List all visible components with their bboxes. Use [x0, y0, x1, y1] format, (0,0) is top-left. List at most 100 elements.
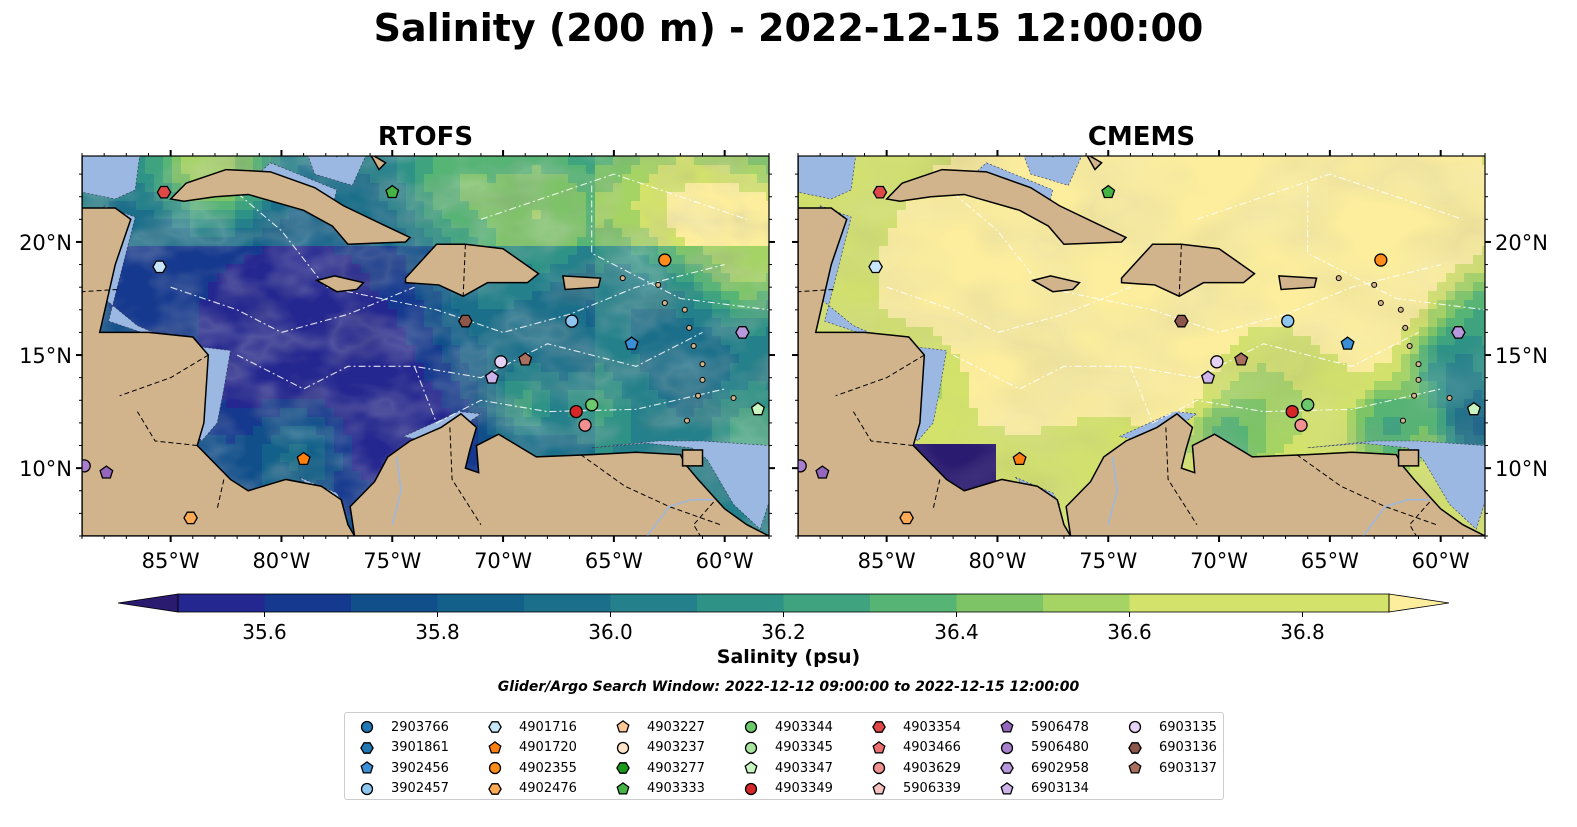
legend-label: 5906478 — [1031, 719, 1089, 735]
legend-marker-4903349 — [744, 782, 758, 795]
legend-label: 2903766 — [391, 719, 449, 735]
legend-item-4902355: 4902355 — [485, 758, 577, 779]
legend-column: 4903354 4903466 4903629 5906339 — [869, 717, 961, 799]
float-marker-5906478 — [815, 465, 830, 479]
legend-marker-4902355 — [488, 762, 502, 775]
float-marker-6903135 — [1210, 355, 1224, 369]
legend-item-6902958: 6902958 — [997, 758, 1089, 779]
legend-label: 4901720 — [519, 740, 577, 756]
pentagon-marker-icon — [744, 761, 758, 774]
hexagon-marker-icon — [1128, 741, 1142, 754]
legend-item-3902457: 3902457 — [357, 779, 449, 800]
legend-marker-6902958 — [1000, 762, 1014, 775]
float-marker-4903347 — [750, 401, 765, 416]
legend-label: 4903227 — [647, 719, 705, 735]
legend-item-4903277: 4903277 — [613, 758, 705, 779]
colorbar-bin — [437, 594, 525, 612]
legend-label: 4903629 — [903, 760, 961, 776]
legend-item-4903345: 4903345 — [741, 738, 833, 759]
pentagon-marker-icon — [360, 761, 374, 774]
land-bahamas1 — [335, 156, 338, 158]
float-marker-4903629 — [578, 418, 592, 432]
legend-marker-2903766 — [360, 721, 374, 734]
hexagon-marker-icon — [872, 721, 886, 734]
float-marker-4901720 — [1012, 451, 1027, 466]
lat-tick-label: 10°N — [1495, 457, 1548, 481]
lon-tick-label: 60°W — [1412, 549, 1470, 573]
legend-item-4903466: 4903466 — [869, 738, 961, 759]
legend-item-2903766: 2903766 — [357, 717, 449, 738]
float-marker-4901716 — [868, 260, 883, 274]
legend-item-5906480: 5906480 — [997, 738, 1089, 759]
float-marker-4903354 — [156, 185, 172, 199]
legend-label: 6903136 — [1159, 740, 1217, 756]
legend-column: 4901716 4901720 4902355 4902476 — [485, 717, 577, 799]
legend-label: 4902355 — [519, 760, 577, 776]
lat-tick-label: 10°N — [19, 457, 72, 481]
legend-label: 6903134 — [1031, 781, 1089, 797]
map-panel-rtofs: 85°W 80°W 75°W 70°W 65°W 60°W 10°N 15°N 20°N — [19, 123, 775, 573]
map-frame — [797, 155, 1486, 537]
legend-label: 4902476 — [519, 781, 577, 797]
pentagon-marker-icon — [1000, 720, 1014, 733]
float-marker-2903766 — [43, 123, 55, 135]
float-marker-4903354 — [872, 185, 888, 199]
float-marker-5906480 — [82, 459, 91, 473]
float-marker-6903134 — [1200, 370, 1216, 384]
legend-marker-4903629 — [872, 762, 886, 775]
legend-column: 5906478 5906480 6902958 6903134 — [997, 717, 1089, 799]
panel-title-cmems: CMEMS — [1087, 122, 1196, 152]
legend-label: 4903277 — [647, 760, 705, 776]
lon-tick-label: 75°W — [1079, 549, 1137, 573]
lon-tick-label: 75°W — [363, 549, 421, 573]
legend-marker-4903277 — [616, 762, 630, 775]
pentagon-marker-icon — [1128, 761, 1142, 774]
legend-label: 5906480 — [1031, 740, 1089, 756]
legend-marker-4902476 — [488, 782, 502, 795]
float-marker-4903466 — [759, 122, 772, 134]
hexagon-marker-icon — [616, 762, 630, 775]
float-marker-4903349 — [1285, 404, 1299, 419]
legend-marker-6903134 — [1000, 781, 1014, 795]
land-central-america — [798, 156, 1072, 536]
legend-item-6903134: 6903134 — [997, 779, 1089, 800]
float-marker-4903227 — [759, 122, 772, 134]
legend-label: 3902457 — [391, 781, 449, 797]
legend-item-5906339: 5906339 — [869, 779, 961, 800]
legend-item-4903349: 4903349 — [741, 779, 833, 800]
float-marker-5906478 — [99, 465, 114, 479]
lon-tick-label: 85°W — [142, 549, 200, 573]
float-marker-4903333 — [1101, 184, 1116, 199]
figure-title: Salinity (200 m) - 2022-12-15 12:00:00 — [373, 6, 1204, 50]
colorbar-bin — [870, 594, 957, 612]
colorbar-bin — [351, 594, 438, 612]
legend-label: 3901861 — [391, 740, 449, 756]
legend-label: 4903345 — [775, 740, 833, 756]
legend-item-4903227: 4903227 — [613, 717, 705, 738]
pentagon-marker-icon — [872, 781, 886, 795]
colorbar-bin — [1043, 594, 1130, 612]
colorbar-tick-label: 36.6 — [1107, 620, 1152, 644]
float-marker-4903344 — [1301, 398, 1315, 412]
lon-tick-label: 80°W — [252, 549, 310, 573]
lat-tick-label: 20°N — [1495, 231, 1548, 255]
land-cuba — [169, 168, 412, 245]
legend-marker-6903137 — [1128, 761, 1142, 774]
hexagon-marker-icon — [360, 741, 374, 754]
legend-marker-3901861 — [360, 741, 374, 754]
legend-item-4903333: 4903333 — [613, 779, 705, 800]
colorbar-bin — [178, 594, 265, 612]
colorbar-bin — [264, 594, 352, 612]
float-marker-6903136 — [1174, 314, 1189, 328]
legend-item-3901861: 3901861 — [357, 738, 449, 759]
lat-tick-label: 20°N — [19, 231, 72, 255]
legend-item-4901716: 4901716 — [485, 717, 577, 738]
legend-item-4903629: 4903629 — [869, 758, 961, 779]
float-marker-4903237 — [187, 141, 199, 153]
float-marker-4903237 — [903, 141, 915, 153]
colorbar-bin — [956, 594, 1044, 612]
circle-marker-icon — [744, 721, 758, 734]
land-south-america — [349, 412, 769, 536]
legend-label: 3902456 — [391, 760, 449, 776]
float-marker-6903137 — [518, 352, 533, 366]
